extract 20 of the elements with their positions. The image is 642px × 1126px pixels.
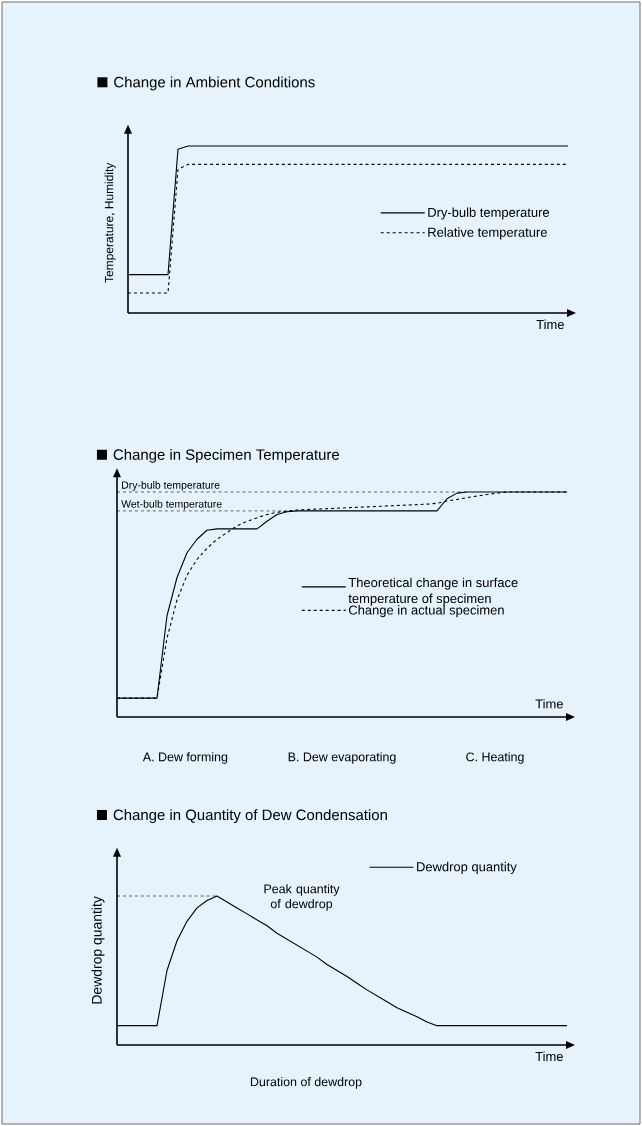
ref-line-label: Wet-bulb temperature	[121, 499, 222, 510]
legend-label: Dry-bulb temperature	[428, 207, 550, 220]
legend-label: Theoretical change in surface temperature of specimen	[348, 577, 518, 606]
legend-label: Relative temperature	[428, 227, 547, 240]
x-axis-title: Time	[535, 698, 563, 709]
text: B. Dew evaporating	[288, 752, 396, 764]
chart-title: Change in Specimen Temperature	[113, 448, 340, 463]
x-axis-title: Time	[535, 1051, 563, 1062]
legend-label: Change in actual specimen	[348, 605, 504, 618]
text: Duration of dewdrop	[250, 1077, 362, 1089]
text: C. Heating	[466, 752, 524, 764]
ref-line-label: Dry-bulb temperature	[122, 481, 220, 491]
chart-title: Change in Ambient Conditions	[114, 76, 315, 91]
chart-title: Change in Quantity of Dew Condensation	[113, 809, 387, 824]
x-axis-title: Time	[536, 319, 564, 330]
annotation: Peak quantity of dewdrop	[264, 884, 340, 911]
y-axis-title: Dewdrop quantity	[91, 896, 105, 1004]
y-axis-title: Temperature, Humidity	[104, 162, 116, 283]
text: A. Dew forming	[142, 752, 228, 764]
legend-label: Dewdrop quantity	[417, 861, 517, 874]
